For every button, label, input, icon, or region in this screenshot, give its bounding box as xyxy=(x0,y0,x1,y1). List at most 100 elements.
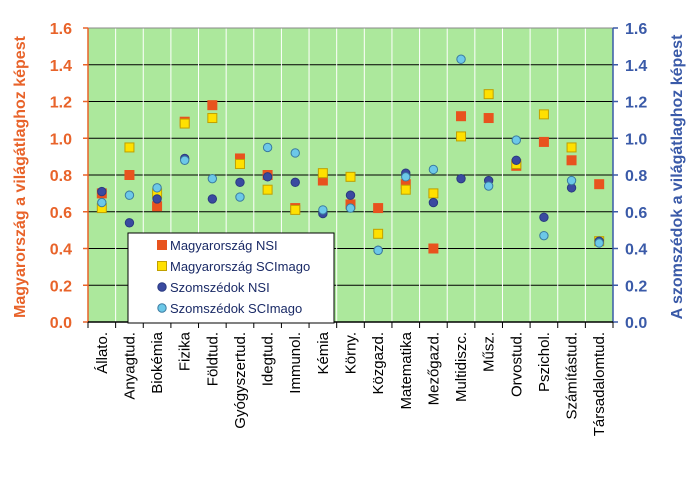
category-label: Körny. xyxy=(343,332,360,374)
category-label: Gyógyszertud. xyxy=(232,332,249,429)
category-label: Pszichol. xyxy=(536,332,553,392)
data-point xyxy=(262,184,273,195)
left-tick-label: 1.2 xyxy=(50,95,72,112)
data-point xyxy=(180,155,190,166)
data-point xyxy=(317,168,328,179)
category-label: Anyagtud. xyxy=(121,332,138,400)
data-point xyxy=(318,205,328,215)
right-tick-label: 0.6 xyxy=(625,205,647,222)
legend-marker xyxy=(157,282,167,292)
data-point xyxy=(428,188,439,199)
series-szomszédok-scimago xyxy=(97,54,604,256)
data-point xyxy=(152,183,162,193)
left-y-axis: 0.0 0.2 0.4 0.6 0.8 1.0 1.2 1.4 1.6 xyxy=(50,21,89,332)
data-point xyxy=(262,172,273,182)
data-point xyxy=(262,142,273,153)
left-axis-title: Magyarország a világátlaghoz képest xyxy=(12,35,29,318)
right-tick-label: 1.2 xyxy=(625,95,647,112)
right-tick-label: 1.4 xyxy=(625,58,647,75)
data-point xyxy=(373,228,384,239)
left-tick-label: 0.0 xyxy=(50,315,72,332)
data-point xyxy=(345,190,356,200)
legend-marker xyxy=(157,240,167,250)
data-point xyxy=(538,109,549,120)
legend-label: Szomszédok SCImago xyxy=(170,301,302,316)
right-tick-label: 1.6 xyxy=(625,21,647,38)
left-tick-label: 1.4 xyxy=(50,58,72,75)
data-point xyxy=(511,135,521,145)
data-point xyxy=(483,89,494,100)
data-point xyxy=(428,164,439,175)
right-tick-label: 0.2 xyxy=(625,278,647,295)
right-tick-label: 0.8 xyxy=(625,168,647,185)
data-point xyxy=(539,230,549,241)
left-tick-label: 0.2 xyxy=(50,278,72,295)
data-point xyxy=(207,173,218,184)
category-label: Idegtud. xyxy=(260,332,277,386)
data-point xyxy=(124,170,135,180)
left-tick-label: 1.0 xyxy=(50,131,72,148)
data-point xyxy=(124,190,135,200)
data-point xyxy=(428,243,439,254)
data-point xyxy=(594,238,604,248)
left-tick-label: 1.6 xyxy=(50,21,72,38)
category-label: Közgazd. xyxy=(370,332,387,395)
data-point xyxy=(594,179,605,190)
category-label: Társadalomtud. xyxy=(591,332,608,436)
right-tick-label: 0.4 xyxy=(625,242,647,259)
data-point xyxy=(207,194,218,204)
data-point xyxy=(124,218,135,228)
data-point xyxy=(566,142,577,153)
category-label: Immunol. xyxy=(287,332,304,394)
data-point xyxy=(373,245,383,256)
data-point xyxy=(345,171,356,182)
category-label: Mezőgazd. xyxy=(425,332,442,405)
legend-marker xyxy=(157,303,167,313)
data-point xyxy=(566,175,577,186)
category-label: Fizika xyxy=(177,331,194,371)
category-label: Kémia xyxy=(315,331,332,374)
data-point xyxy=(97,186,107,197)
data-point xyxy=(538,136,549,147)
data-point xyxy=(483,181,494,191)
data-point xyxy=(400,184,411,195)
data-point xyxy=(124,142,135,153)
data-point xyxy=(290,177,300,188)
data-point xyxy=(483,113,494,124)
right-tick-label: 0.0 xyxy=(625,315,647,332)
category-label: Matematika xyxy=(398,331,415,409)
data-point xyxy=(511,155,521,166)
data-point xyxy=(207,113,218,124)
right-y-axis: 0.0 0.2 0.4 0.6 0.8 1.0 1.2 1.4 1.6 xyxy=(612,21,647,332)
data-point xyxy=(456,111,467,122)
data-point xyxy=(152,194,162,204)
data-point xyxy=(179,118,190,129)
data-point xyxy=(235,192,245,202)
data-point xyxy=(456,173,466,184)
category-label: Állato. xyxy=(94,332,111,374)
data-point xyxy=(97,197,107,208)
category-label: Számítástud. xyxy=(564,332,581,420)
data-points xyxy=(96,54,605,256)
left-tick-label: 0.6 xyxy=(50,205,72,222)
category-label: Földtud. xyxy=(204,332,221,386)
category-label: Multidiszc. xyxy=(453,332,470,402)
data-point xyxy=(456,54,466,64)
data-point xyxy=(428,197,439,208)
data-point xyxy=(401,172,411,182)
data-point xyxy=(566,155,577,166)
data-point xyxy=(539,212,549,222)
left-tick-label: 0.4 xyxy=(50,242,72,259)
data-point xyxy=(207,100,218,111)
x-axis: Állato. Anyagtud. Biokémia Fizika Földtud. Gy… xyxy=(87,321,614,436)
legend-marker xyxy=(157,261,167,271)
right-axis-title: A szomszédok a világátlaghoz képest xyxy=(669,34,686,320)
right-tick-label: 1.0 xyxy=(625,131,647,148)
legend-label: Szomszédok NSI xyxy=(170,280,270,295)
data-point xyxy=(235,177,245,188)
legend-label: Magyarország SCImago xyxy=(170,259,310,274)
data-point xyxy=(373,203,384,214)
data-point xyxy=(234,158,245,169)
category-label: Biokémia xyxy=(149,331,166,393)
data-point xyxy=(290,204,301,215)
